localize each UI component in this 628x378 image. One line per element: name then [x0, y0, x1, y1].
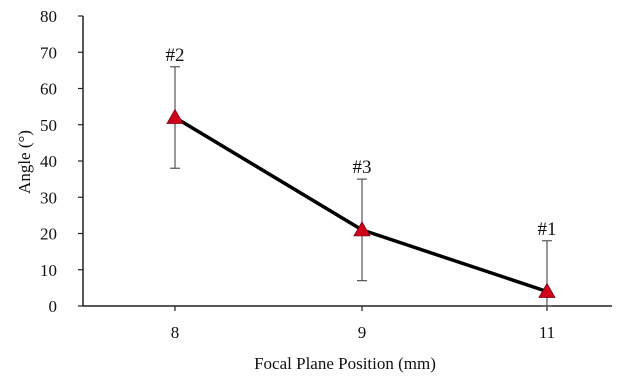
- y-tick-label: 20: [40, 225, 57, 244]
- x-axis-ticks: 8 9 11: [171, 306, 555, 342]
- series-lines: [174, 116, 548, 294]
- data-point-marker: [538, 282, 556, 298]
- series-line: [174, 116, 548, 294]
- x-tick-label: 9: [358, 323, 367, 342]
- y-tick-label: 30: [40, 188, 57, 207]
- y-tick-label: 0: [49, 297, 58, 316]
- y-tick-label: 80: [40, 7, 57, 26]
- data-point-label: #3: [353, 157, 372, 178]
- data-point-marker: [353, 221, 371, 237]
- y-tick-label: 50: [40, 116, 57, 135]
- point-labels: #2 #3 #1: [166, 45, 557, 240]
- data-point-label: #2: [166, 45, 185, 66]
- y-tick-label: 40: [40, 152, 57, 171]
- y-axis-title: Angle (°): [15, 130, 34, 194]
- data-point-marker: [166, 108, 184, 124]
- y-axis-ticks: 0 10 20 30 40 50 60 70 80: [40, 7, 83, 316]
- y-tick-label: 10: [40, 261, 57, 280]
- x-axis-title: Focal Plane Position (mm): [254, 354, 436, 373]
- x-tick-label: 8: [171, 323, 180, 342]
- data-markers: [166, 108, 556, 298]
- error-bars: [170, 66, 552, 307]
- y-tick-label: 60: [40, 80, 57, 99]
- data-point-label: #1: [538, 219, 557, 240]
- x-tick-label: 11: [539, 323, 555, 342]
- y-tick-label: 70: [40, 43, 57, 62]
